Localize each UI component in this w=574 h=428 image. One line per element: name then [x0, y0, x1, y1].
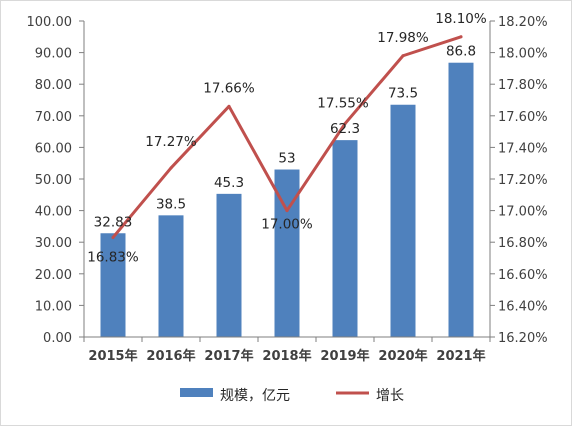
left-tick-label: 0.00 [43, 331, 72, 346]
right-tick-label: 16.60% [498, 268, 548, 283]
growth-value-label: 17.55% [317, 96, 369, 112]
right-tick-label: 18.00% [498, 47, 548, 62]
bar-value-label: 53 [278, 151, 295, 167]
left-tick-label: 50.00 [35, 173, 72, 188]
right-tick-label: 17.80% [498, 78, 548, 93]
growth-point-2 [227, 104, 231, 108]
left-tick-label: 70.00 [35, 110, 72, 125]
line-layer [111, 35, 463, 239]
growth-value-label: 17.98% [377, 30, 429, 46]
x-tick-label: 2020年 [378, 348, 427, 364]
growth-point-4 [343, 122, 347, 126]
x-tick-label: 2015年 [88, 348, 137, 364]
x-tick-label: 2021年 [436, 348, 485, 364]
right-tick-label: 17.20% [498, 173, 548, 188]
growth-value-label: 17.27% [145, 134, 197, 150]
axes-layer: 0.00 10.00 20.00 30.00 40.00 50.00 60.00 70.00 8… [27, 15, 548, 364]
legend: 规模，亿元 增长 [180, 388, 404, 404]
bar-0 [100, 233, 126, 337]
growth-point-3 [285, 209, 289, 213]
growth-point-1 [169, 166, 173, 170]
right-tick-label: 16.40% [498, 299, 548, 314]
left-tick-label: 30.00 [35, 236, 72, 251]
left-tick-label: 80.00 [35, 78, 72, 93]
x-tick-label: 2019年 [320, 348, 369, 364]
labels-layer: 32.83 38.5 45.3 53 62.3 73.5 86.8 16.83% 17.27% 1… [87, 11, 487, 266]
right-tick-label: 17.60% [498, 110, 548, 125]
right-tick-label: 18.20% [498, 15, 548, 30]
left-tick-label: 100.00 [27, 15, 73, 30]
x-tick-label: 2016年 [146, 348, 195, 364]
growth-point-0 [111, 235, 115, 239]
growth-value-label: 18.10% [435, 11, 487, 27]
growth-point-6 [459, 35, 463, 39]
legend-line-label: 增长 [376, 388, 404, 404]
bar-value-label: 32.83 [94, 214, 133, 230]
x-tick-label: 2017年 [204, 348, 253, 364]
legend-bar-swatch [180, 388, 213, 397]
legend-bar-label: 规模，亿元 [220, 388, 290, 404]
right-tick-label: 17.40% [498, 141, 548, 156]
left-tick-label: 20.00 [35, 268, 72, 283]
growth-point-5 [401, 54, 405, 58]
left-tick-label: 40.00 [35, 205, 72, 220]
x-tick-label: 2018年 [262, 348, 311, 364]
right-tick-label: 16.20% [498, 331, 548, 346]
bar-1 [158, 215, 184, 337]
bar-value-label: 62.3 [330, 121, 360, 137]
left-tick-label: 60.00 [35, 141, 72, 156]
growth-value-label: 16.83% [87, 249, 139, 265]
bar-value-label: 86.8 [446, 44, 476, 60]
left-tick-label: 10.00 [35, 299, 72, 314]
bar-2 [216, 193, 242, 337]
bar-value-label: 38.5 [156, 196, 186, 212]
bar-5 [390, 104, 416, 338]
growth-value-label: 17.66% [203, 80, 255, 96]
right-tick-label: 17.00% [498, 205, 548, 220]
bar-4 [332, 140, 358, 337]
bar-value-label: 73.5 [388, 86, 418, 102]
bar-value-label: 45.3 [214, 175, 244, 191]
growth-value-label: 17.00% [261, 217, 313, 233]
right-tick-label: 16.80% [498, 236, 548, 251]
bar-6 [448, 62, 474, 337]
left-tick-label: 90.00 [35, 47, 72, 62]
